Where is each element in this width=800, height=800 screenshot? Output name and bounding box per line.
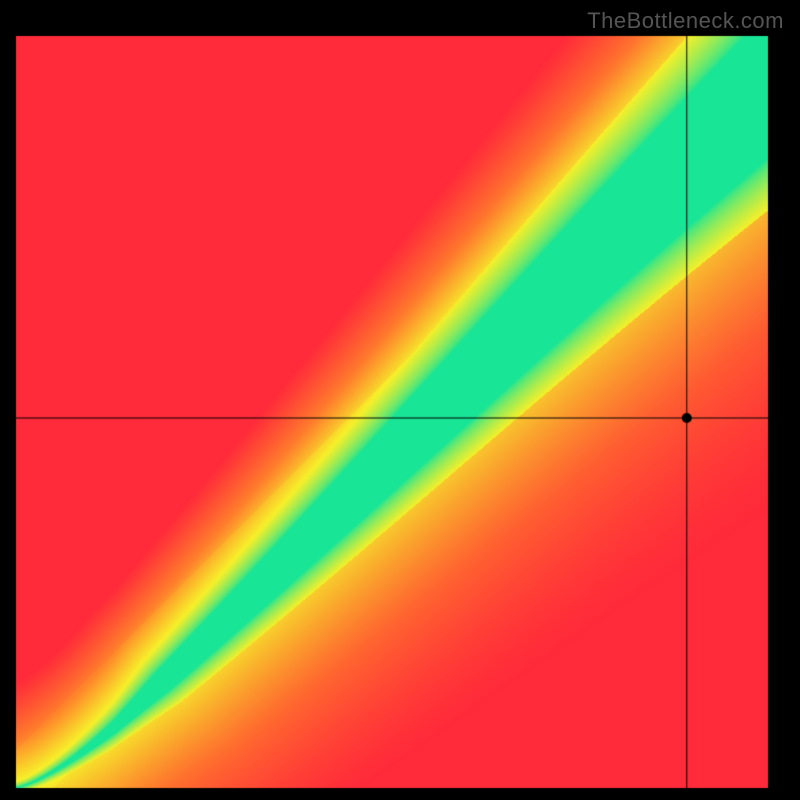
watermark-text: TheBottleneck.com (587, 8, 784, 34)
heatmap-canvas (0, 0, 800, 800)
chart-container: TheBottleneck.com (0, 0, 800, 800)
